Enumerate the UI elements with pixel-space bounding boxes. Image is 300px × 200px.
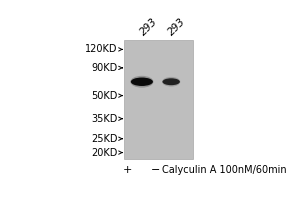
Text: 90KD: 90KD [92, 63, 118, 73]
Text: −: − [151, 165, 160, 175]
Text: 120KD: 120KD [85, 44, 118, 54]
Text: 25KD: 25KD [91, 134, 118, 144]
Ellipse shape [162, 77, 180, 87]
Ellipse shape [131, 78, 153, 86]
Text: 50KD: 50KD [91, 91, 118, 101]
Bar [124, 40, 193, 159]
Ellipse shape [163, 78, 180, 85]
Text: 20KD: 20KD [91, 148, 118, 158]
Text: 293: 293 [139, 17, 160, 38]
Text: Calyculin A 100nM/60min: Calyculin A 100nM/60min [162, 165, 286, 175]
Text: 35KD: 35KD [91, 114, 118, 124]
Ellipse shape [130, 76, 154, 88]
Text: +: + [123, 165, 132, 175]
Text: 293: 293 [167, 17, 188, 38]
